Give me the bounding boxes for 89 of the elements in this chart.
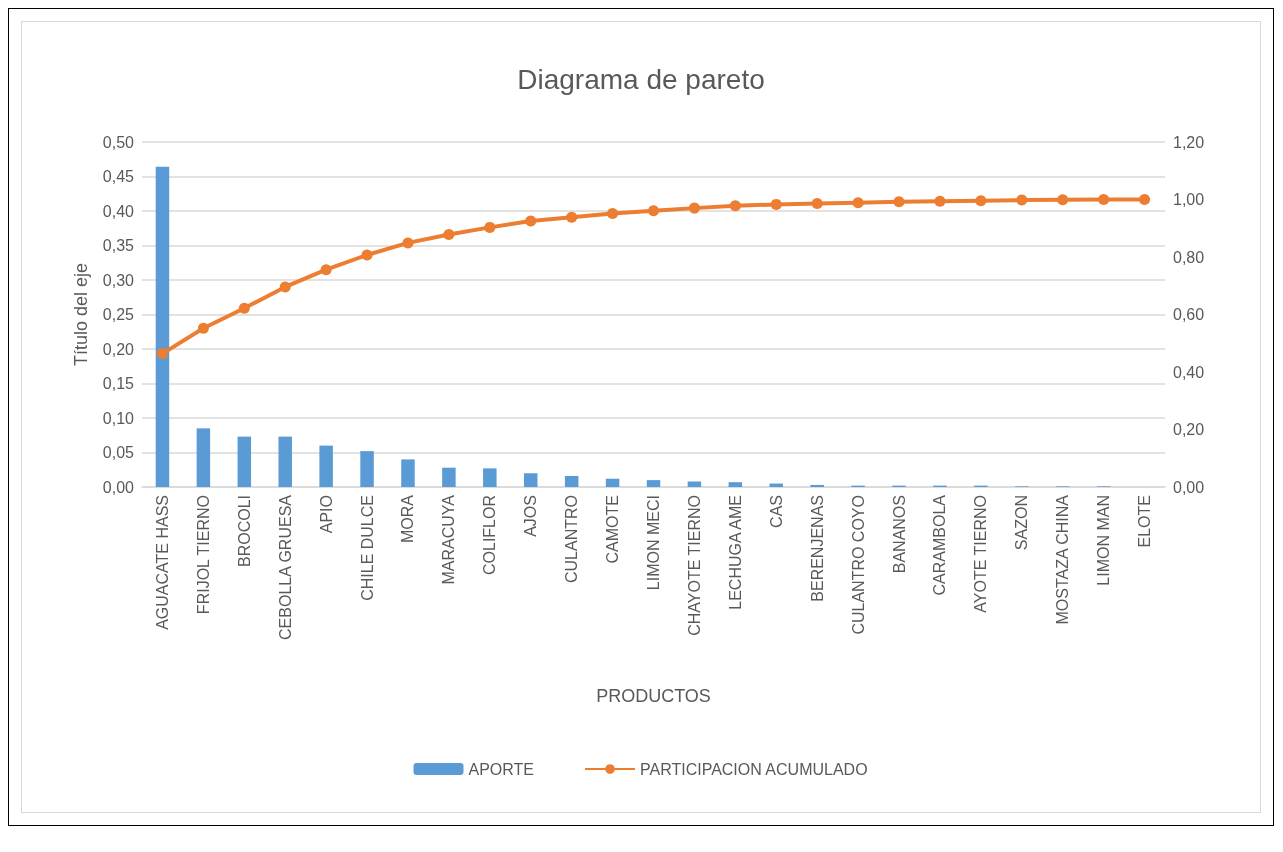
y2-tick-label: 0,60 bbox=[1173, 306, 1205, 323]
y-tick-label: 0,30 bbox=[102, 271, 135, 289]
x-tick-label: LIMON MAN bbox=[1095, 495, 1113, 586]
point bbox=[770, 198, 782, 210]
bar bbox=[483, 468, 497, 487]
bar bbox=[360, 451, 374, 487]
x-tick-label: CAS bbox=[767, 495, 785, 528]
y-tick-label: 0,45 bbox=[102, 168, 135, 185]
y-tick-label: 0,10 bbox=[102, 409, 135, 427]
point bbox=[443, 229, 455, 241]
y2-tick-label: 0,00 bbox=[1173, 478, 1205, 496]
x-tick-label: MORA bbox=[399, 494, 417, 543]
point bbox=[320, 264, 332, 276]
x-tick-label: BANANOS bbox=[890, 495, 908, 574]
y-tick-label: 0,35 bbox=[102, 237, 135, 254]
point bbox=[648, 205, 659, 217]
bar bbox=[605, 478, 620, 487]
point bbox=[566, 211, 578, 223]
y2-tick-label: 1,20 bbox=[1173, 133, 1205, 151]
x-tick-label: AYOTE TIERNO bbox=[972, 495, 990, 613]
point bbox=[1016, 194, 1028, 206]
point bbox=[1098, 194, 1110, 205]
bar bbox=[728, 482, 743, 487]
point bbox=[688, 202, 700, 214]
y-tick-label: 0,20 bbox=[102, 340, 135, 358]
x-tick-label: APIO bbox=[317, 495, 335, 534]
bar bbox=[442, 467, 456, 487]
x-tick-label: CULANTRO bbox=[563, 495, 581, 584]
point bbox=[1057, 194, 1069, 206]
x-tick-label: CAMOTE bbox=[604, 495, 622, 564]
bar bbox=[523, 473, 538, 487]
x-tick-label: BROCOLI bbox=[235, 495, 253, 568]
point bbox=[852, 197, 864, 209]
point bbox=[402, 237, 414, 249]
y-tick-label: 0,05 bbox=[102, 444, 135, 461]
y2-tick-label: 0,80 bbox=[1173, 248, 1205, 266]
y2-tick-label: 0,20 bbox=[1173, 421, 1205, 438]
y-tick-label: 0,15 bbox=[102, 375, 135, 392]
x-axis-title: PRODUCTOS bbox=[596, 686, 711, 706]
point bbox=[1139, 194, 1151, 205]
x-tick-label: MARACUYA bbox=[440, 494, 458, 585]
bar bbox=[687, 481, 702, 487]
point bbox=[607, 208, 619, 220]
y-tick-label: 0,25 bbox=[102, 306, 135, 323]
x-tick-label: SAZON bbox=[1013, 495, 1031, 551]
point bbox=[238, 302, 250, 314]
x-tick-label: CARAMBOLA bbox=[931, 494, 949, 596]
bar bbox=[237, 436, 252, 487]
bar bbox=[646, 480, 661, 487]
x-tick-label: MOSTAZA CHINA bbox=[1054, 494, 1072, 625]
point bbox=[484, 221, 496, 233]
x-tick-label: LECHUGA AME bbox=[726, 495, 744, 610]
y2-tick-label: 0,40 bbox=[1173, 363, 1205, 381]
point bbox=[197, 322, 209, 334]
bar bbox=[810, 484, 824, 487]
x-tick-label: CHILE DULCE bbox=[358, 495, 376, 601]
point bbox=[893, 196, 905, 208]
bar bbox=[564, 475, 579, 487]
x-tick-label: CULANTRO COYO bbox=[849, 495, 867, 635]
y-axis-title: Título del eje bbox=[71, 262, 91, 367]
x-tick-label: BERENJENAS bbox=[808, 495, 826, 602]
x-tick-label: AGUACATE HASS bbox=[153, 495, 171, 630]
y2-tick-label: 1,00 bbox=[1173, 191, 1205, 208]
point bbox=[729, 200, 741, 212]
bar bbox=[196, 428, 211, 487]
legend-label: APORTE bbox=[468, 760, 535, 778]
x-tick-label: COLIFLOR bbox=[481, 495, 499, 576]
x-tick-label: AJOS bbox=[522, 495, 540, 537]
bar bbox=[401, 459, 415, 487]
bar bbox=[155, 166, 170, 487]
point bbox=[975, 195, 987, 207]
y-tick-label: 0,00 bbox=[102, 478, 135, 496]
bar bbox=[319, 445, 333, 487]
point bbox=[279, 281, 291, 293]
point bbox=[361, 249, 373, 261]
chart-title: Diagrama de pareto bbox=[517, 63, 765, 95]
bar bbox=[278, 436, 292, 487]
point bbox=[811, 198, 823, 210]
point bbox=[934, 195, 946, 207]
y-tick-label: 0,40 bbox=[102, 202, 135, 220]
x-tick-label: CHAYOTE TIERNO bbox=[685, 495, 703, 636]
x-tick-label: FRIJOL TIERNO bbox=[194, 495, 212, 615]
point bbox=[525, 215, 537, 227]
x-tick-label: LIMON MECI bbox=[645, 495, 662, 591]
y-tick-label: 0,50 bbox=[102, 133, 135, 151]
x-tick-label: ELOTE bbox=[1136, 495, 1154, 548]
x-tick-label: CEBOLLA GRUESA bbox=[276, 494, 294, 640]
point bbox=[156, 348, 168, 360]
legend-label: PARTICIPACION ACUMULADO bbox=[640, 760, 868, 778]
